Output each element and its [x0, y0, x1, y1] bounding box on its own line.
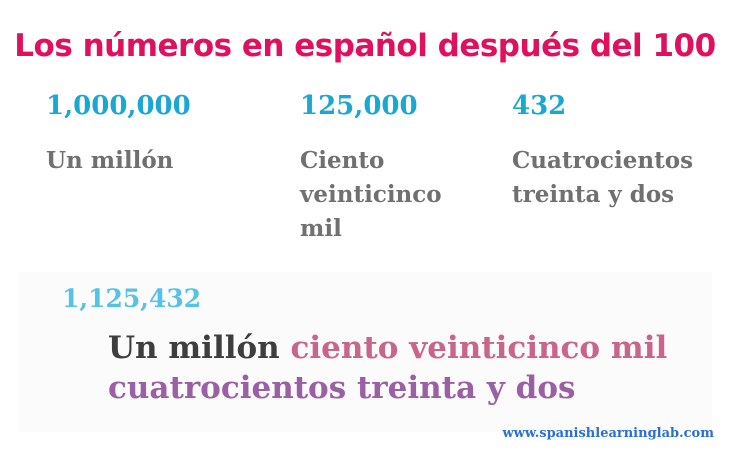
combined-words-line-2: cuatrocientos treinta y dos: [108, 368, 575, 408]
example-thousands: 125,000 Ciento veinticinco mil: [300, 88, 485, 246]
example-number: 125,000: [300, 91, 418, 121]
example-words: Cuatrocientos treinta y dos: [512, 147, 694, 208]
combined-part-million: Un millón: [108, 330, 280, 366]
example-words: Un millón: [46, 147, 174, 174]
example-number: 1,000,000: [46, 91, 191, 121]
combined-words-line-1: Un millón ciento veinticinco mil: [108, 328, 667, 368]
combined-example-panel: [18, 272, 712, 432]
combined-part-hundreds: cuatrocientos treinta y dos: [108, 370, 576, 406]
website-link[interactable]: www.spanishlearninglab.com: [502, 426, 714, 441]
page-title: Los números en español después del 100: [14, 28, 716, 64]
example-million: 1,000,000 Un millón: [46, 88, 246, 178]
example-words: Ciento veinticinco mil: [300, 147, 442, 242]
example-hundreds: 432 Cuatrocientos treinta y dos: [512, 88, 727, 212]
combined-part-thousands: ciento veinticinco mil: [290, 330, 668, 366]
combined-number: 1,125,432: [62, 284, 202, 313]
example-number: 432: [512, 91, 567, 121]
